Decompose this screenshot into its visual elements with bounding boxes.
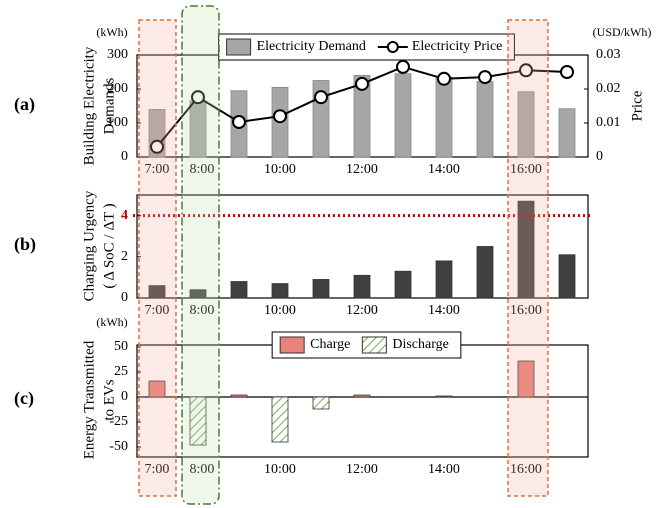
x-tick-label: 16:00	[510, 303, 542, 318]
y-tick-label: 0	[121, 290, 128, 305]
x-tick-label: 16:00	[510, 462, 542, 477]
y-tick-label: 50	[114, 339, 128, 354]
bar	[148, 285, 166, 299]
y2-axis-label: Price	[629, 90, 645, 121]
legend-label: Electricity Demand	[257, 39, 366, 54]
bar	[230, 394, 248, 398]
x-tick-label: 7:00	[145, 162, 170, 177]
x-tick-label: 8:00	[190, 162, 215, 177]
bar	[230, 281, 248, 299]
bar	[353, 75, 371, 158]
y-tick-label: 200	[107, 81, 128, 96]
y-unit: (kWh)	[96, 315, 127, 329]
bar	[312, 396, 330, 410]
legend-label: Electricity Price	[412, 39, 503, 54]
x-tick-label: 8:00	[190, 462, 215, 477]
bar	[435, 260, 453, 299]
bar	[517, 360, 535, 398]
highlight-region	[138, 19, 177, 497]
x-tick-label: 10:00	[264, 162, 296, 177]
y-tick-label: -50	[109, 439, 128, 454]
x-tick-label: 10:00	[264, 303, 296, 318]
bar	[435, 76, 453, 158]
y-tick-label: 4	[121, 208, 128, 223]
legend-label: Charge	[310, 337, 350, 352]
y2-unit: (USD/kWh)	[593, 25, 652, 39]
legend-marker	[386, 41, 399, 53]
y-tick-label: -25	[109, 414, 128, 429]
y-tick-label: 2	[121, 249, 128, 264]
legend-swatch	[361, 336, 387, 354]
bar	[435, 395, 453, 398]
bar	[271, 283, 289, 299]
y-axis-label: Building Electricity	[81, 46, 97, 165]
point	[232, 114, 246, 129]
x-tick-label: 12:00	[346, 462, 378, 477]
y2-tick-label: 0.01	[596, 115, 621, 130]
y-axis-label: Charging Urgency	[81, 190, 97, 301]
bar	[394, 73, 412, 158]
point	[314, 90, 328, 105]
y-tick-label: 0	[121, 389, 128, 404]
bar	[353, 274, 371, 299]
bar	[353, 394, 371, 398]
x-tick-label: 12:00	[346, 162, 378, 177]
point	[560, 65, 574, 79]
bar	[148, 380, 166, 398]
y2-tick-label: 0	[596, 149, 603, 164]
point	[437, 71, 451, 86]
bar	[558, 254, 576, 299]
bar	[476, 246, 494, 299]
bar	[189, 396, 207, 446]
panel-label: (a)	[14, 94, 35, 115]
y-tick-label: 25	[114, 364, 128, 379]
y-tick-label: 300	[107, 47, 128, 62]
bar	[312, 279, 330, 299]
point	[273, 109, 287, 124]
bar	[189, 289, 207, 299]
point	[355, 76, 369, 91]
point	[150, 139, 164, 154]
y-axis-label: Energy Transmitted	[81, 340, 97, 459]
y-unit: (kWh)	[96, 25, 127, 39]
x-tick-label: 16:00	[510, 162, 542, 177]
legend-swatch	[279, 336, 305, 354]
y-axis-label: to EVs	[101, 379, 117, 420]
x-tick-label: 12:00	[346, 303, 378, 318]
panel-label: (b)	[14, 234, 36, 255]
bar	[476, 81, 494, 158]
point	[396, 59, 410, 74]
legend-swatch	[226, 38, 252, 56]
highlight-region	[181, 5, 220, 505]
x-tick-label: 10:00	[264, 462, 296, 477]
x-tick-label: 14:00	[428, 462, 460, 477]
legend-box	[218, 33, 515, 61]
panel-label: (c)	[14, 388, 34, 409]
x-tick-label: 7:00	[145, 462, 170, 477]
highlight-region	[507, 19, 549, 497]
legend-label: Discharge	[392, 337, 449, 352]
y-tick-label: 0	[121, 149, 128, 164]
bar	[558, 108, 576, 158]
legend: Electricity Demand Electricity Price	[218, 33, 515, 61]
point	[519, 63, 533, 78]
bar	[394, 270, 412, 299]
x-tick-label: 8:00	[190, 303, 215, 318]
y-axis-label: ( Δ SoC / ΔT )	[101, 203, 117, 288]
x-tick-label: 7:00	[145, 303, 170, 318]
point	[191, 90, 205, 105]
y-tick-label: 100	[107, 115, 128, 130]
x-tick-label: 14:00	[428, 303, 460, 318]
point	[478, 70, 492, 85]
bar	[517, 200, 535, 299]
y2-tick-label: 0.02	[596, 81, 621, 96]
y2-tick-label: 0.03	[596, 47, 621, 62]
bar	[517, 91, 535, 158]
bar	[271, 396, 289, 443]
legend: Charge Discharge	[271, 331, 462, 359]
y-axis-label: Demands	[101, 78, 117, 135]
x-tick-label: 14:00	[428, 162, 460, 177]
